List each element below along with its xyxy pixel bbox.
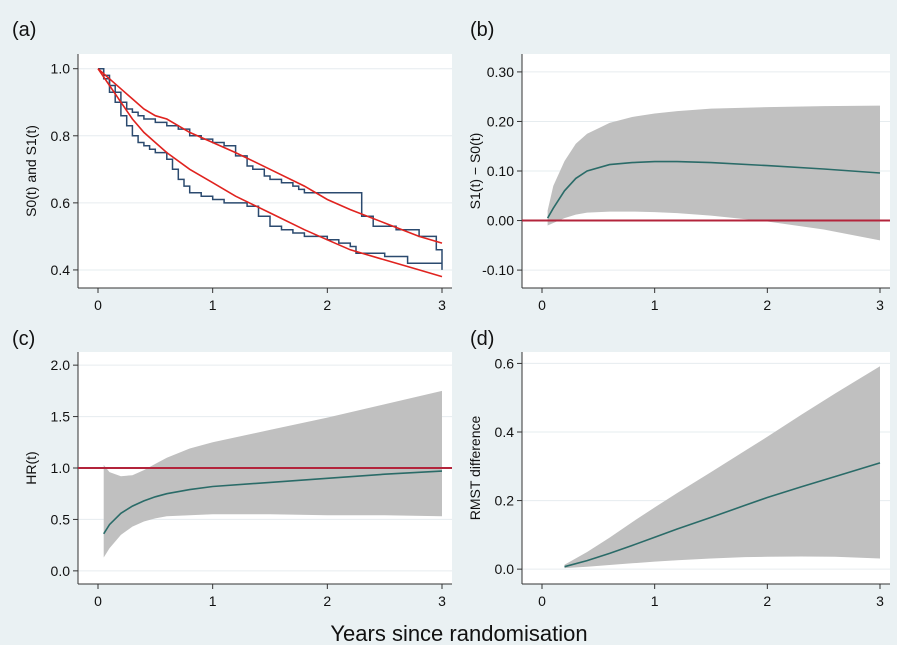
x-tick-label: 1 (651, 297, 659, 313)
x-tick-label: 2 (323, 297, 331, 313)
x-tick-label: 3 (438, 593, 446, 609)
confidence-band (547, 105, 880, 241)
y-axis-title: RMST difference (467, 416, 483, 521)
model-curve-2 (97, 68, 443, 278)
x-tick-label: 0 (94, 297, 102, 313)
km-step-curve-2 (98, 67, 442, 264)
panel-title: (a) (12, 19, 36, 41)
y-tick-label: 0.6 (495, 355, 515, 371)
y-tick-label: -0.10 (482, 262, 514, 278)
y-tick-label: 0.5 (51, 511, 71, 527)
panel-1: (a) 0.4 0.6 0.8 1.0 0 1 2 3 S0(t) and S1(t) (12, 19, 452, 313)
x-tick-label: 0 (538, 593, 546, 609)
x-tick-label: 2 (763, 297, 771, 313)
y-axis-title: HR(t) (23, 451, 39, 484)
y-tick-label: 1.5 (51, 409, 71, 425)
y-tick-label: 0.20 (487, 113, 514, 129)
km-step-curve-1 (98, 67, 443, 270)
x-tick-label: 1 (651, 593, 659, 609)
y-tick-label: 0.10 (487, 163, 514, 179)
x-tick-label: 2 (323, 593, 331, 609)
panel-title: (c) (12, 328, 35, 350)
y-tick-label: 0.0 (51, 563, 71, 579)
x-tick-label: 1 (209, 297, 217, 313)
y-tick-label: 0.4 (51, 262, 71, 278)
x-tick-label: 1 (209, 593, 217, 609)
panel-3: (c) 0.0 0.5 1.0 1.5 2.0 0 1 2 3 HR(t) (12, 328, 452, 609)
y-tick-label: 0.2 (495, 493, 515, 509)
y-tick-label: 0.0 (495, 561, 515, 577)
estimate-line (546, 160, 881, 219)
x-axis-title: Years since randomisation (330, 621, 587, 645)
y-tick-label: 0.00 (487, 213, 514, 229)
y-tick-label: 0.30 (487, 64, 514, 80)
x-tick-label: 3 (438, 297, 446, 313)
y-tick-label: 2.0 (51, 357, 71, 373)
model-curve-1 (97, 68, 443, 244)
confidence-band (564, 366, 880, 569)
y-tick-label: 0.6 (51, 195, 71, 211)
y-tick-label: 0.8 (51, 128, 71, 144)
y-tick-label: 1.0 (51, 460, 71, 476)
panel-title: (b) (470, 19, 494, 41)
estimate-line (564, 462, 881, 568)
y-tick-label: 0.4 (495, 424, 515, 440)
y-axis-title: S0(t) and S1(t) (23, 125, 39, 217)
panel-4: (d) 0.0 0.2 0.4 0.6 0 1 2 3 RMST difference (467, 328, 890, 609)
x-tick-label: 2 (763, 593, 771, 609)
x-tick-label: 3 (876, 593, 884, 609)
y-axis-title: S1(t) − S0(t) (467, 133, 483, 210)
y-tick-label: 1.0 (51, 61, 71, 77)
panel-2: (b) -0.10 0.00 0.10 0.20 0.30 0 1 2 3 S1(t) − S0(t… (467, 19, 890, 313)
confidence-band (103, 390, 442, 558)
panel-title: (d) (470, 328, 494, 350)
estimate-line (103, 470, 443, 535)
x-tick-label: 0 (94, 593, 102, 609)
x-tick-label: 0 (538, 297, 546, 313)
x-tick-label: 3 (876, 297, 884, 313)
